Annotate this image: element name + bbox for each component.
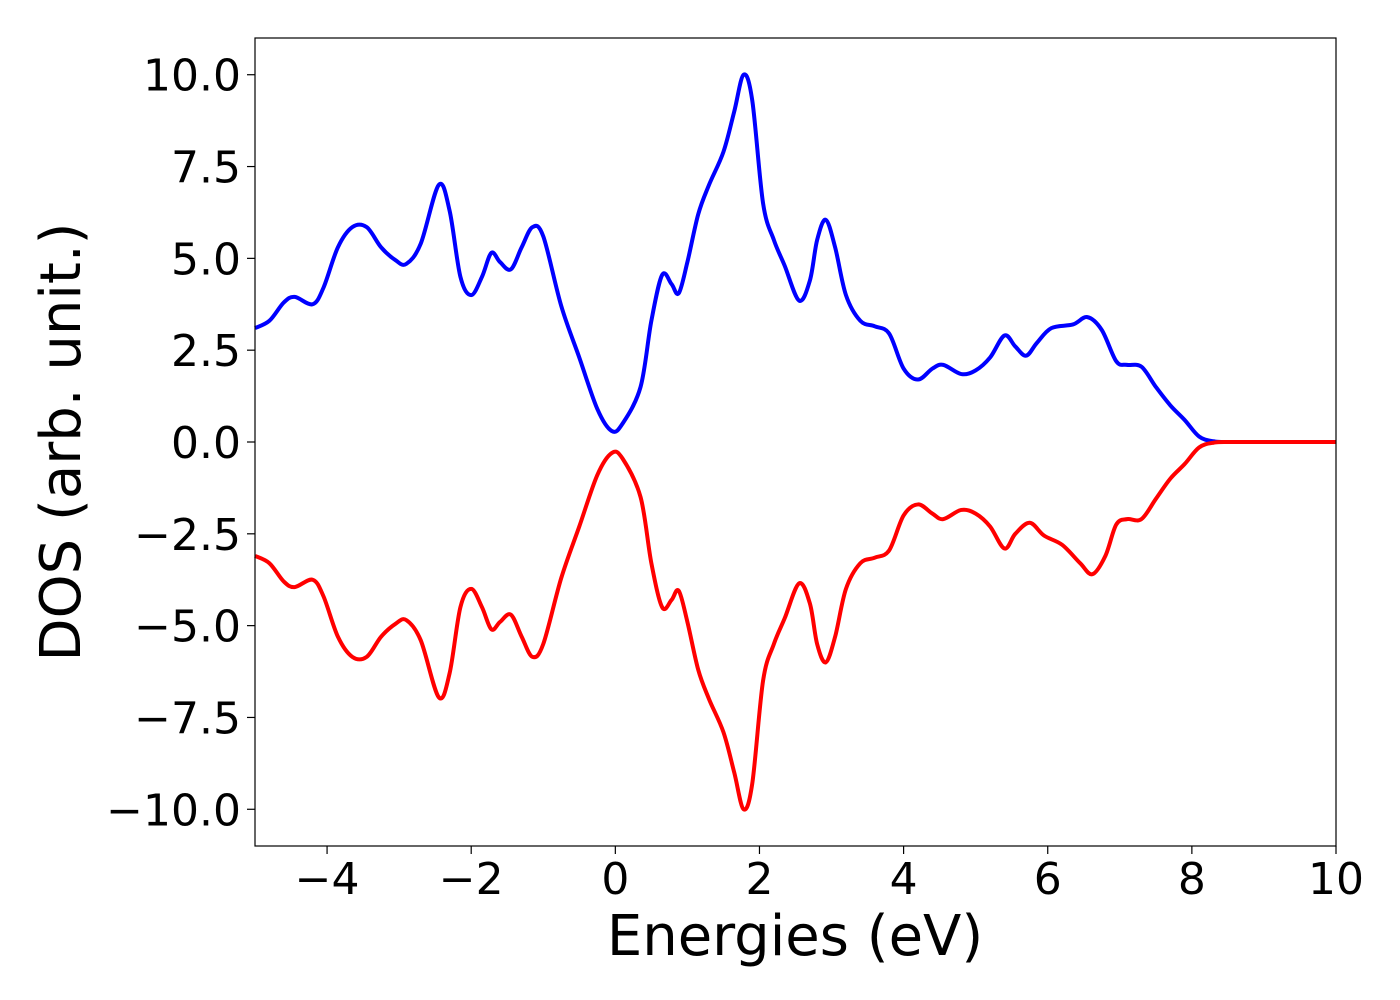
y-tick-label: −10.0 — [106, 785, 241, 836]
y-tick-label: −5.0 — [134, 602, 241, 653]
y-tick-label: 7.5 — [171, 143, 241, 194]
plot-lines — [254, 72, 1337, 812]
x-tick-label: 10 — [1308, 854, 1364, 905]
x-tick-label: 4 — [890, 854, 918, 905]
x-tick-label: 8 — [1178, 854, 1206, 905]
x-tick-label: 2 — [745, 854, 773, 905]
y-axis-label: DOS (arb. unit.) — [29, 222, 94, 661]
x-tick-label: 0 — [601, 854, 629, 905]
series-line-0 — [254, 72, 1337, 445]
series-line-1 — [254, 439, 1337, 812]
x-tick-label: −4 — [295, 854, 360, 905]
y-tick-label: 2.5 — [171, 326, 241, 377]
y-tick-label: 10.0 — [143, 51, 241, 102]
y-tick-label: 0.0 — [171, 418, 241, 469]
x-tick-label: −2 — [439, 854, 504, 905]
y-axis-ticks: 10.0 7.5 5.0 2.5 0.0 −2.5 −5.0 −7.5 −10.0 — [106, 51, 255, 836]
y-tick-label: −7.5 — [134, 693, 241, 744]
x-tick-label: 6 — [1034, 854, 1062, 905]
y-tick-label: −2.5 — [134, 510, 241, 561]
y-tick-label: 5.0 — [171, 234, 241, 285]
x-axis-ticks: −4 −2 0 2 4 6 8 10 — [295, 846, 1364, 905]
plot-frame — [254, 37, 1337, 847]
x-axis-label: Energies (eV) — [607, 904, 983, 969]
